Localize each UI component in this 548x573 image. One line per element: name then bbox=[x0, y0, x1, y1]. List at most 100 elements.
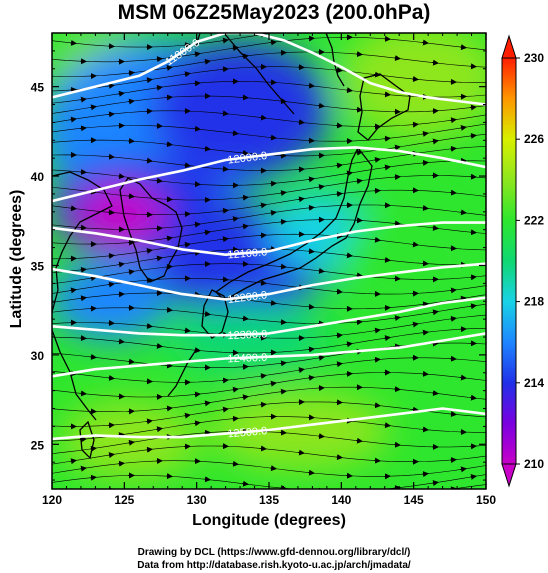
wind-arrow bbox=[317, 184, 325, 191]
wind-arrow bbox=[459, 209, 467, 216]
wind-arrow bbox=[165, 306, 173, 313]
wind-arrow bbox=[183, 327, 191, 334]
wind-arrow bbox=[393, 343, 401, 350]
wind-arrow bbox=[411, 321, 419, 328]
wind-arrow bbox=[459, 466, 467, 473]
wind-arrow bbox=[269, 134, 277, 141]
streamline bbox=[52, 474, 486, 489]
x-tick-label: 130 bbox=[187, 493, 207, 507]
wind-arrow bbox=[107, 82, 115, 89]
wind-arrow bbox=[459, 295, 467, 302]
coastline-china bbox=[52, 171, 113, 421]
height-contour-line bbox=[52, 146, 486, 203]
wind-arrow bbox=[193, 391, 201, 398]
wind-arrow bbox=[231, 386, 239, 393]
wind-arrow bbox=[165, 235, 173, 242]
wind-arrow bbox=[145, 77, 153, 84]
colorbar-tick-label: 214 bbox=[524, 376, 544, 390]
temperature-field: 11800.012000.012100.012200.012300.012400… bbox=[52, 33, 486, 501]
wind-arrow bbox=[297, 119, 305, 126]
coastline-ryukyu bbox=[167, 349, 197, 397]
wind-arrow bbox=[193, 125, 201, 132]
wind-arrow bbox=[373, 402, 381, 409]
coastline-taiwan bbox=[79, 420, 95, 460]
wind-arrow bbox=[221, 236, 229, 243]
wind-arrow bbox=[421, 426, 429, 433]
wind-arrow bbox=[421, 39, 429, 46]
wind-arrow bbox=[203, 229, 211, 236]
wind-arrow bbox=[155, 426, 163, 433]
wind-arrow bbox=[221, 110, 229, 117]
wind-arrow bbox=[449, 411, 457, 417]
wind-arrow bbox=[79, 125, 87, 132]
wind-arrow bbox=[193, 347, 201, 354]
wind-arrow bbox=[469, 303, 477, 310]
wind-arrow bbox=[69, 116, 77, 123]
y-tick-label: 25 bbox=[31, 438, 45, 452]
streamline bbox=[52, 81, 486, 104]
wind-arrow bbox=[431, 390, 439, 397]
wind-arrow bbox=[279, 388, 287, 395]
wind-arrow bbox=[231, 216, 239, 222]
wind-arrow bbox=[241, 194, 249, 201]
wind-arrow bbox=[259, 114, 267, 121]
streamline bbox=[52, 248, 486, 273]
height-contour-line bbox=[52, 332, 486, 378]
wind-arrow bbox=[221, 406, 229, 413]
wind-arrow bbox=[193, 80, 201, 87]
wind-arrow bbox=[127, 98, 135, 105]
wind-arrow bbox=[165, 141, 173, 148]
streamline bbox=[52, 303, 486, 324]
wind-arrow bbox=[383, 91, 391, 98]
colorbar-max-arrow bbox=[501, 34, 517, 59]
wind-arrow bbox=[89, 275, 97, 282]
wind-arrow bbox=[383, 135, 391, 142]
wind-arrow bbox=[203, 476, 211, 483]
wind-arrow bbox=[317, 433, 325, 440]
wind-arrow bbox=[317, 267, 325, 274]
wind-arrow bbox=[297, 449, 305, 456]
contour-label: 12300.0 bbox=[227, 328, 267, 342]
x-tick-label: 140 bbox=[331, 493, 351, 507]
colorbar-min-arrow bbox=[501, 463, 517, 488]
wind-arrow bbox=[127, 193, 135, 200]
y-tick-label: 35 bbox=[31, 259, 45, 273]
streamline bbox=[52, 372, 486, 398]
y-tick-label: 30 bbox=[31, 349, 45, 363]
wind-arrow bbox=[241, 223, 249, 230]
wind-arrow bbox=[221, 66, 229, 73]
wind-arrow bbox=[193, 51, 201, 58]
wind-arrow bbox=[183, 71, 191, 78]
wind-arrow bbox=[449, 145, 457, 152]
wind-arrow bbox=[117, 261, 125, 268]
wind-arrow bbox=[203, 400, 211, 407]
wind-arrow bbox=[469, 132, 477, 139]
wind-arrow bbox=[79, 465, 87, 472]
wind-arrow bbox=[449, 287, 457, 294]
wind-arrow bbox=[127, 358, 135, 365]
wind-arrow bbox=[431, 480, 439, 487]
wind-arrow bbox=[374, 500, 380, 501]
wind-arrow bbox=[269, 209, 277, 216]
wind-arrow bbox=[279, 263, 287, 270]
wind-arrow bbox=[79, 295, 87, 302]
wind-arrow bbox=[383, 335, 391, 342]
wind-arrow bbox=[107, 452, 115, 459]
wind-arrow bbox=[469, 104, 477, 111]
x-axis-label: Longitude (degrees) bbox=[192, 512, 346, 529]
wind-arrow bbox=[241, 315, 249, 322]
wind-arrow bbox=[79, 266, 87, 273]
wind-arrow bbox=[411, 121, 419, 128]
wind-arrow bbox=[117, 460, 125, 467]
wind-arrow bbox=[279, 360, 287, 367]
wind-arrow bbox=[259, 445, 267, 452]
streamline bbox=[52, 123, 486, 142]
colorbar-tick-label: 218 bbox=[524, 295, 544, 309]
wind-arrow bbox=[421, 301, 429, 308]
map-title: MSM 06Z25May2023 (200.0hPa) bbox=[117, 1, 431, 24]
wind-arrow bbox=[69, 39, 77, 46]
coastline-russia bbox=[195, 33, 295, 115]
wind-arrow bbox=[393, 315, 401, 322]
wind-arrow bbox=[69, 287, 77, 294]
wind-arrow bbox=[145, 157, 153, 164]
